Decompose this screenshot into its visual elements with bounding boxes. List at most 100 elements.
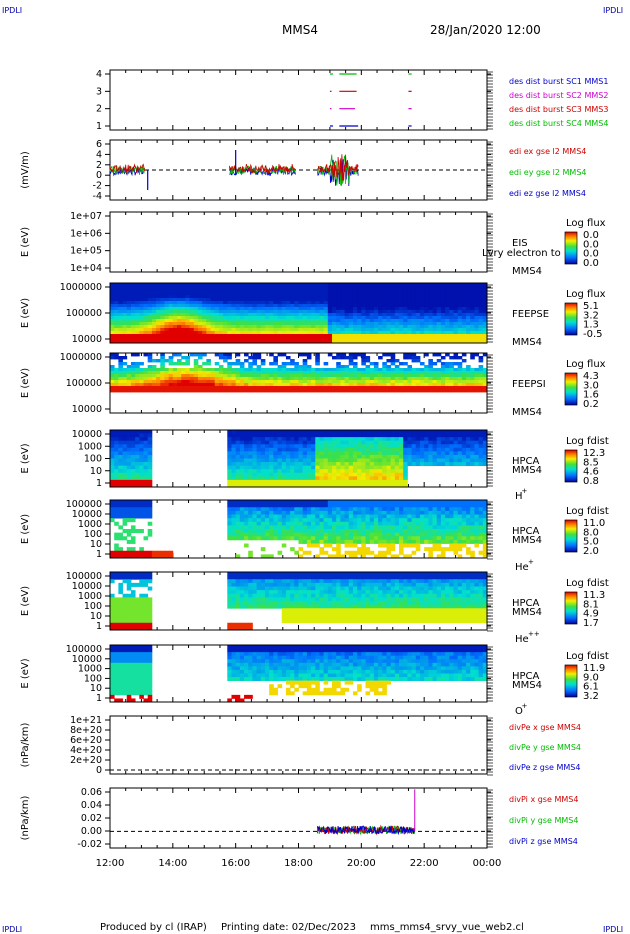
spectrogram-cell bbox=[378, 310, 383, 314]
spectrogram-cell bbox=[340, 325, 345, 329]
spectrogram-cell bbox=[390, 313, 396, 317]
spectrogram-cell bbox=[252, 510, 258, 515]
spectrogram-cell bbox=[269, 503, 274, 508]
spectrogram-cell bbox=[126, 430, 132, 434]
spectrogram-cell bbox=[277, 304, 283, 308]
spectrogram-cell bbox=[189, 383, 195, 387]
spectrogram-cell bbox=[311, 301, 316, 305]
spectrogram-cell bbox=[357, 539, 362, 544]
spectrogram-cell bbox=[285, 340, 291, 344]
spectrogram-cell bbox=[223, 389, 228, 393]
spectrogram-cell bbox=[336, 543, 341, 548]
spectrogram-cell bbox=[357, 447, 362, 452]
spectrogram-cell bbox=[407, 289, 412, 293]
spectrogram-cell bbox=[365, 283, 371, 287]
spectrogram-cell bbox=[348, 437, 354, 442]
spectrogram-cell bbox=[327, 503, 333, 508]
spectrogram-cell bbox=[449, 304, 454, 308]
spectrogram-cell bbox=[306, 462, 312, 467]
y-tick-label: 100000 bbox=[66, 308, 102, 319]
spectrogram-cell bbox=[290, 380, 295, 384]
spectrogram-cell bbox=[315, 368, 320, 372]
spectrogram-cell bbox=[290, 444, 295, 449]
spectrogram-cell bbox=[260, 304, 266, 308]
spectrogram-cell bbox=[382, 483, 387, 488]
spectrogram-cell bbox=[344, 304, 350, 308]
spectrogram-cell bbox=[114, 454, 119, 459]
spectrogram-cell bbox=[122, 313, 128, 317]
spectrogram-cell bbox=[244, 368, 249, 372]
spectrogram-cell bbox=[189, 313, 195, 317]
spectrogram-cell bbox=[290, 334, 295, 338]
spectrogram-cell bbox=[365, 380, 371, 384]
spectrogram-cell bbox=[248, 328, 253, 332]
spectrogram-cell bbox=[474, 304, 480, 308]
spectrogram-cell bbox=[181, 322, 186, 326]
spectrogram-cell bbox=[382, 383, 387, 387]
spectrogram-cell bbox=[177, 319, 182, 323]
spectrogram-cell bbox=[373, 304, 379, 308]
spectrogram-cell bbox=[445, 451, 450, 456]
spectrogram-cell bbox=[264, 447, 270, 452]
spectrogram-cell bbox=[361, 536, 366, 541]
spectrogram-cell bbox=[281, 371, 287, 375]
spectrogram-cell bbox=[260, 451, 266, 456]
spectrogram-cell bbox=[428, 451, 433, 456]
spectrogram-cell bbox=[470, 298, 475, 302]
spectrogram-cell bbox=[139, 295, 144, 299]
spectrogram-cell bbox=[394, 377, 400, 381]
spectrogram-cell bbox=[323, 301, 329, 305]
spectrogram-cell bbox=[327, 328, 333, 332]
spectrogram-cell bbox=[323, 377, 329, 381]
spectrogram-cell bbox=[264, 479, 270, 484]
spectrogram-cell bbox=[139, 529, 144, 534]
spectrogram-cell bbox=[244, 286, 249, 290]
spectrogram-cell bbox=[315, 380, 320, 384]
spectrogram-cell bbox=[323, 313, 329, 317]
spectrogram-cell bbox=[231, 298, 237, 302]
spectrogram-cell bbox=[290, 301, 295, 305]
spectrogram-cell bbox=[365, 377, 371, 381]
spectrogram-cell bbox=[432, 458, 438, 463]
spectrogram-cell bbox=[399, 440, 404, 445]
spectrogram-cell bbox=[432, 313, 438, 317]
spectrogram-cell bbox=[294, 503, 299, 508]
spectrogram-cell bbox=[411, 383, 417, 387]
spectrogram-cell bbox=[436, 389, 442, 393]
spectrogram-cell bbox=[193, 334, 199, 338]
spectrogram-cell bbox=[139, 433, 144, 438]
spectrogram-cell bbox=[440, 451, 446, 456]
spectrogram-cell bbox=[281, 292, 287, 296]
spectrogram-cell bbox=[244, 292, 249, 296]
spectrogram-cell bbox=[298, 430, 304, 434]
spectrogram-cell bbox=[264, 368, 270, 372]
spectrogram-cell bbox=[419, 377, 425, 381]
spectrogram-cell bbox=[336, 454, 341, 459]
spectrogram-cell bbox=[168, 356, 174, 360]
spectrogram-cell bbox=[365, 547, 371, 552]
spectrogram-cell bbox=[122, 476, 128, 481]
spectrogram-cell bbox=[386, 465, 392, 470]
spectrogram-cell bbox=[248, 316, 253, 320]
spectrogram-cell bbox=[147, 365, 153, 369]
spectrogram-cell bbox=[197, 298, 203, 302]
spectrogram-cell bbox=[394, 307, 400, 311]
spectrogram-cell bbox=[415, 462, 421, 467]
spectrogram-cell bbox=[260, 374, 266, 378]
spectrogram-cell bbox=[453, 292, 459, 296]
spectrogram-cell bbox=[361, 298, 366, 302]
spectrogram-cell bbox=[411, 301, 417, 305]
spectrogram-cell bbox=[399, 337, 404, 341]
spectrogram-cell bbox=[185, 286, 190, 290]
spectrogram-cell bbox=[202, 362, 207, 366]
spectrogram-cell bbox=[453, 430, 459, 434]
spectrogram-cell bbox=[290, 483, 295, 488]
spectrogram-cell bbox=[160, 295, 165, 299]
spectrogram-cell bbox=[285, 383, 291, 387]
spectrogram-cell bbox=[277, 325, 283, 329]
spectrogram-cell bbox=[419, 307, 425, 311]
spectrogram-cell bbox=[122, 310, 128, 314]
spectrogram-cell bbox=[281, 472, 287, 477]
spectrogram-cell bbox=[206, 374, 211, 378]
spectrogram-cell bbox=[428, 295, 433, 299]
